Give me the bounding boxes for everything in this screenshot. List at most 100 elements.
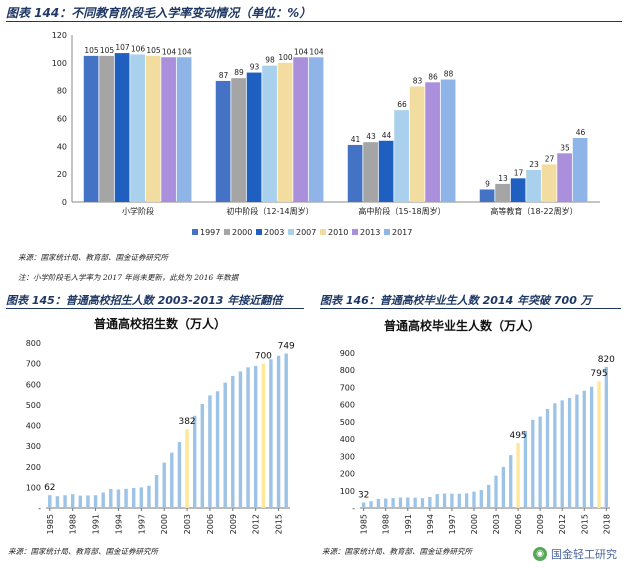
bar-1985 xyxy=(362,502,366,508)
figure-144-source: 来源：国家统计局、教育部、国金证券研究所 xyxy=(18,253,168,262)
x-category-label: 初中阶段（12-14周岁） xyxy=(226,206,313,216)
bar-2002 xyxy=(177,442,182,508)
bar-1999 xyxy=(154,475,159,508)
data-label: 23 xyxy=(529,160,539,169)
x-category-label: 高等教育（18-22周岁） xyxy=(490,206,577,216)
bar-2004 xyxy=(192,415,197,508)
bar-2010 xyxy=(409,86,425,202)
bar-2011 xyxy=(246,367,250,508)
x-tick-label: 2012 xyxy=(252,514,261,534)
bar-2003 xyxy=(494,475,498,508)
figure-144-title: 图表 144：不同教育阶段毛入学率变动情况（单位：%） xyxy=(6,6,312,20)
bar-1988 xyxy=(384,498,388,508)
bar-1992 xyxy=(101,492,105,508)
x-category-label: 高中阶段（15-18周岁） xyxy=(358,206,445,216)
data-label: 35 xyxy=(560,143,570,152)
legend-swatch-2003 xyxy=(256,229,262,235)
y-tick-label: 700 xyxy=(26,360,41,369)
bar-2007 xyxy=(523,430,528,508)
data-label: 749 xyxy=(278,342,295,352)
y-tick-label: 40 xyxy=(57,142,67,151)
data-label: 105 xyxy=(84,46,99,55)
x-tick-label: 1985 xyxy=(360,514,369,534)
legend-entry: 2007 xyxy=(296,228,316,237)
bar-2010 xyxy=(145,55,161,202)
data-label: 495 xyxy=(509,431,526,441)
data-label: 104 xyxy=(162,47,177,56)
legend-entry: 2000 xyxy=(232,228,252,237)
data-label: 62 xyxy=(44,483,55,493)
figure-145-title: 图表 145：普通高校招生人数 2003-2013 年接近翻倍 xyxy=(6,294,283,307)
y-tick-label: 0 xyxy=(62,198,67,207)
bar-2016 xyxy=(284,353,288,508)
x-tick-label: 2006 xyxy=(514,514,523,534)
bar-1996 xyxy=(131,487,136,508)
legend-swatch-1997 xyxy=(192,229,198,235)
y-tick-label: 20 xyxy=(57,170,67,179)
bar-2013 xyxy=(567,397,572,508)
legend-entry: 2013 xyxy=(360,228,380,237)
x-tick-label: 1997 xyxy=(137,514,146,534)
bar-2003 xyxy=(114,53,130,202)
bar-2018 xyxy=(604,366,608,508)
x-tick-label: 1991 xyxy=(404,514,413,534)
bar-1987 xyxy=(63,495,67,508)
y-tick-label: 100 xyxy=(52,59,67,68)
legend-entry: 2017 xyxy=(392,228,412,237)
x-tick-label: 2012 xyxy=(558,514,567,534)
bar-2009 xyxy=(538,416,542,508)
bar-1998 xyxy=(147,485,151,508)
x-tick-label: 2009 xyxy=(536,514,545,534)
bar-1997 xyxy=(139,487,144,508)
x-tick-label: 2000 xyxy=(470,514,479,534)
bar-2000 xyxy=(99,55,114,202)
legend-swatch-2017 xyxy=(384,229,390,235)
figure-146-title-rule xyxy=(320,308,621,309)
data-label: 382 xyxy=(178,417,195,427)
x-tick-label: 1997 xyxy=(448,514,457,534)
chart-inner-title: 普通高校毕业生人数（万人） xyxy=(384,318,540,333)
x-tick-label: 2003 xyxy=(492,514,501,534)
bar-2006 xyxy=(516,443,520,508)
x-tick-label: 1988 xyxy=(382,514,391,534)
bar-1993 xyxy=(420,498,425,508)
data-label: 13 xyxy=(498,174,508,183)
bar-2016 xyxy=(589,386,594,508)
x-tick-label: 2003 xyxy=(183,514,192,534)
bar-1992 xyxy=(413,497,417,508)
bar-2000 xyxy=(363,142,378,202)
bar-1997 xyxy=(479,189,495,202)
data-label: 93 xyxy=(250,63,260,72)
wechat-icon: ◉ xyxy=(533,547,547,561)
bar-2009 xyxy=(231,376,235,508)
y-tick-label: 700 xyxy=(340,383,355,392)
data-label: 32 xyxy=(358,490,369,500)
bar-1997 xyxy=(215,80,231,202)
data-label: 87 xyxy=(219,71,229,80)
y-tick-label: 100 xyxy=(26,483,41,492)
bar-1991 xyxy=(93,495,98,508)
y-tick-label: 800 xyxy=(26,339,41,348)
figure-144-note: 注：小学阶段毛入学率为 2017 年尚未更新，此处为 2016 年数据 xyxy=(18,273,239,282)
bar-1991 xyxy=(406,497,410,508)
data-label: 66 xyxy=(397,100,407,109)
y-tick-label: 500 xyxy=(340,418,355,427)
bar-1985 xyxy=(48,495,52,508)
bar-2007 xyxy=(215,391,220,508)
bar-1999 xyxy=(464,493,469,508)
bar-1993 xyxy=(109,489,113,508)
bar-2010 xyxy=(545,408,550,508)
data-label: 98 xyxy=(265,56,275,65)
bar-2017 xyxy=(308,57,324,203)
bar-1989 xyxy=(391,498,395,508)
data-label: 104 xyxy=(177,47,192,56)
bar-1997 xyxy=(83,55,99,202)
data-label: 104 xyxy=(294,47,309,56)
legend-swatch-2010 xyxy=(320,229,326,235)
bar-2007 xyxy=(394,110,409,202)
figure-145-title-rule xyxy=(6,308,304,309)
x-tick-label: 1991 xyxy=(92,514,101,534)
bar-2013 xyxy=(425,82,440,202)
bar-2001 xyxy=(170,452,174,508)
